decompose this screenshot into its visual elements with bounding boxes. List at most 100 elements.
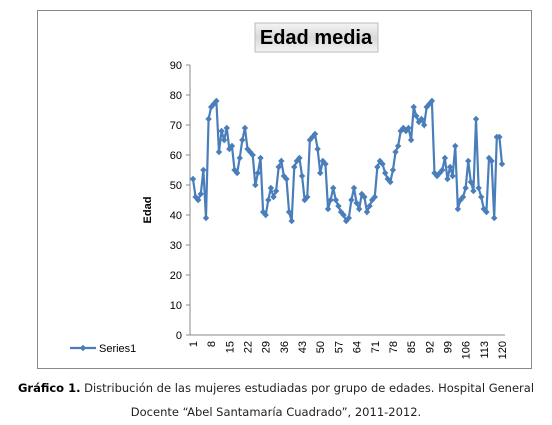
x-tick-label: 1 xyxy=(188,341,200,347)
data-point xyxy=(293,157,301,165)
data-point xyxy=(446,163,454,171)
data-point xyxy=(335,202,342,210)
y-tick-label: 90 xyxy=(170,60,182,72)
data-point xyxy=(322,160,329,168)
data-point xyxy=(452,142,459,150)
y-axis-label: Edad xyxy=(142,197,154,224)
data-point xyxy=(272,187,280,195)
data-point xyxy=(413,112,420,120)
data-point xyxy=(465,157,472,165)
data-point xyxy=(483,208,490,216)
data-point xyxy=(327,196,334,204)
y-tick-label: 50 xyxy=(170,180,182,192)
x-tick-label: 29 xyxy=(261,341,273,353)
data-point xyxy=(223,124,230,132)
x-tick-label: 36 xyxy=(279,341,291,353)
data-point xyxy=(236,154,243,162)
data-point xyxy=(265,196,272,204)
data-point xyxy=(374,163,381,171)
x-tick-label: 50 xyxy=(315,341,327,353)
data-point xyxy=(387,178,394,186)
data-point xyxy=(228,142,236,150)
data-point xyxy=(197,190,204,198)
data-point xyxy=(436,169,443,177)
x-tick-label: 71 xyxy=(370,341,382,353)
data-point xyxy=(298,172,306,180)
y-tick-label: 40 xyxy=(170,210,182,222)
data-point xyxy=(470,187,477,195)
data-point xyxy=(189,175,197,183)
x-tick-label: 22 xyxy=(243,341,255,353)
x-tick-label: 106 xyxy=(461,341,473,359)
data-point xyxy=(252,181,259,189)
data-point xyxy=(340,211,347,219)
data-point xyxy=(345,214,352,222)
data-point xyxy=(392,148,399,156)
data-point xyxy=(337,208,345,216)
data-point xyxy=(407,136,415,144)
data-point xyxy=(285,208,293,216)
y-tick-label: 70 xyxy=(170,120,182,132)
data-point xyxy=(202,214,210,222)
y-tick-label: 80 xyxy=(170,90,182,102)
data-point xyxy=(366,202,373,210)
data-point xyxy=(215,148,223,156)
x-tick-label: 78 xyxy=(388,341,400,353)
legend-label: Series1 xyxy=(99,343,136,355)
data-point xyxy=(270,193,277,201)
data-point xyxy=(239,136,246,144)
chart-frame xyxy=(37,10,532,369)
data-point xyxy=(449,172,456,180)
data-point xyxy=(381,169,389,177)
data-point xyxy=(278,157,285,165)
x-tick-label: 15 xyxy=(224,341,236,353)
data-point xyxy=(368,196,376,204)
data-point xyxy=(394,142,402,150)
data-point xyxy=(301,196,308,204)
data-point xyxy=(280,172,288,180)
data-point xyxy=(379,160,386,168)
data-point xyxy=(275,163,282,171)
data-point xyxy=(200,166,207,174)
data-point xyxy=(428,97,436,105)
data-point xyxy=(233,169,241,177)
data-point xyxy=(389,166,397,174)
data-point xyxy=(226,145,233,153)
y-tick-label: 0 xyxy=(176,330,182,342)
data-point xyxy=(454,205,462,213)
data-point xyxy=(441,154,449,162)
data-point xyxy=(304,193,311,201)
chart: Edad media Edad 0 10 20 30 40 50 60 70 80 90 1 8 15 2… xyxy=(37,10,532,369)
y-tick-label: 30 xyxy=(170,240,182,252)
data-point xyxy=(498,160,506,168)
data-point xyxy=(257,154,264,162)
data-point xyxy=(355,205,363,213)
data-point xyxy=(324,205,332,213)
y-tick-label: 60 xyxy=(170,150,182,162)
data-point xyxy=(296,154,303,162)
data-point xyxy=(496,133,503,141)
x-tick-label: 8 xyxy=(206,341,218,347)
data-point xyxy=(472,115,480,123)
data-point xyxy=(361,193,368,201)
x-tick-label: 99 xyxy=(442,341,454,353)
data-point xyxy=(353,199,360,207)
data-point xyxy=(267,184,275,192)
data-point xyxy=(439,166,446,174)
data-point xyxy=(475,184,482,192)
data-point xyxy=(420,121,428,129)
data-point xyxy=(488,157,495,165)
caption-label: Gráfico 1. xyxy=(17,381,81,395)
y-tick-label: 20 xyxy=(170,270,182,282)
chart-title: Edad media xyxy=(260,27,373,49)
data-point xyxy=(410,103,417,111)
data-point xyxy=(348,196,355,204)
x-tick-label: 64 xyxy=(352,341,364,353)
data-point xyxy=(350,184,358,192)
data-point xyxy=(467,178,475,186)
x-tick-label: 92 xyxy=(424,341,436,353)
data-point xyxy=(405,124,412,132)
data-point xyxy=(384,175,391,183)
data-point xyxy=(431,169,438,177)
